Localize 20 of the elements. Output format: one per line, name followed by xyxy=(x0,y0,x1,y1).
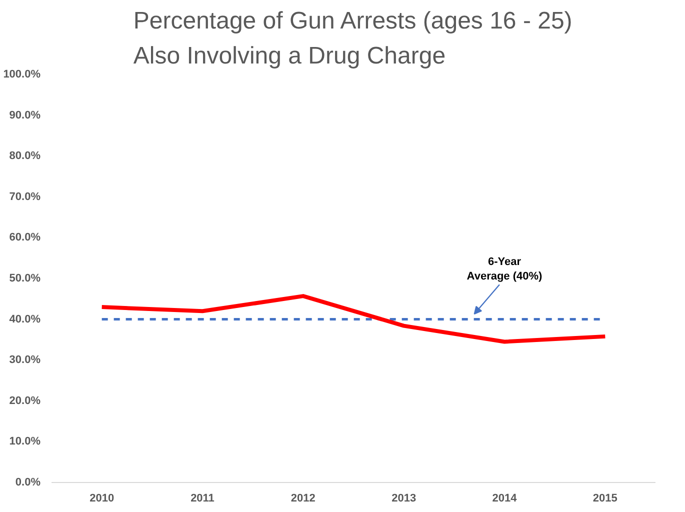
y-tick-label: 40.0% xyxy=(9,313,41,326)
x-tick-label: 2012 xyxy=(290,492,316,504)
y-tick-label: 80.0% xyxy=(9,150,41,162)
y-tick-label: 0.0% xyxy=(15,476,41,488)
x-tick-label: 2011 xyxy=(190,492,214,504)
ref-line-label: 6-Year Average (40%) xyxy=(466,256,543,283)
x-tick-label: 2015 xyxy=(592,492,618,504)
x-tick-label: 2013 xyxy=(392,492,416,504)
line-series xyxy=(100,294,608,344)
chart-title: Percentage of Gun Arrests (ages 16 - 25) Also Involving a Drug Charge xyxy=(133,7,572,70)
y-tick-label: 100.0% xyxy=(3,68,41,80)
y-tick-label: 10.0% xyxy=(9,436,41,448)
y-tick-label: 30.0% xyxy=(9,354,41,366)
y-tick-label: 90.0% xyxy=(9,109,41,122)
y-tick-label: 70.0% xyxy=(9,190,41,203)
x-tick-label: 2014 xyxy=(492,492,518,504)
y-tick-label: 60.0% xyxy=(9,232,41,244)
x-tick-label: 2010 xyxy=(90,492,114,504)
y-tick-label: 50.0% xyxy=(9,272,41,284)
y-tick-label: 20.0% xyxy=(9,394,41,407)
